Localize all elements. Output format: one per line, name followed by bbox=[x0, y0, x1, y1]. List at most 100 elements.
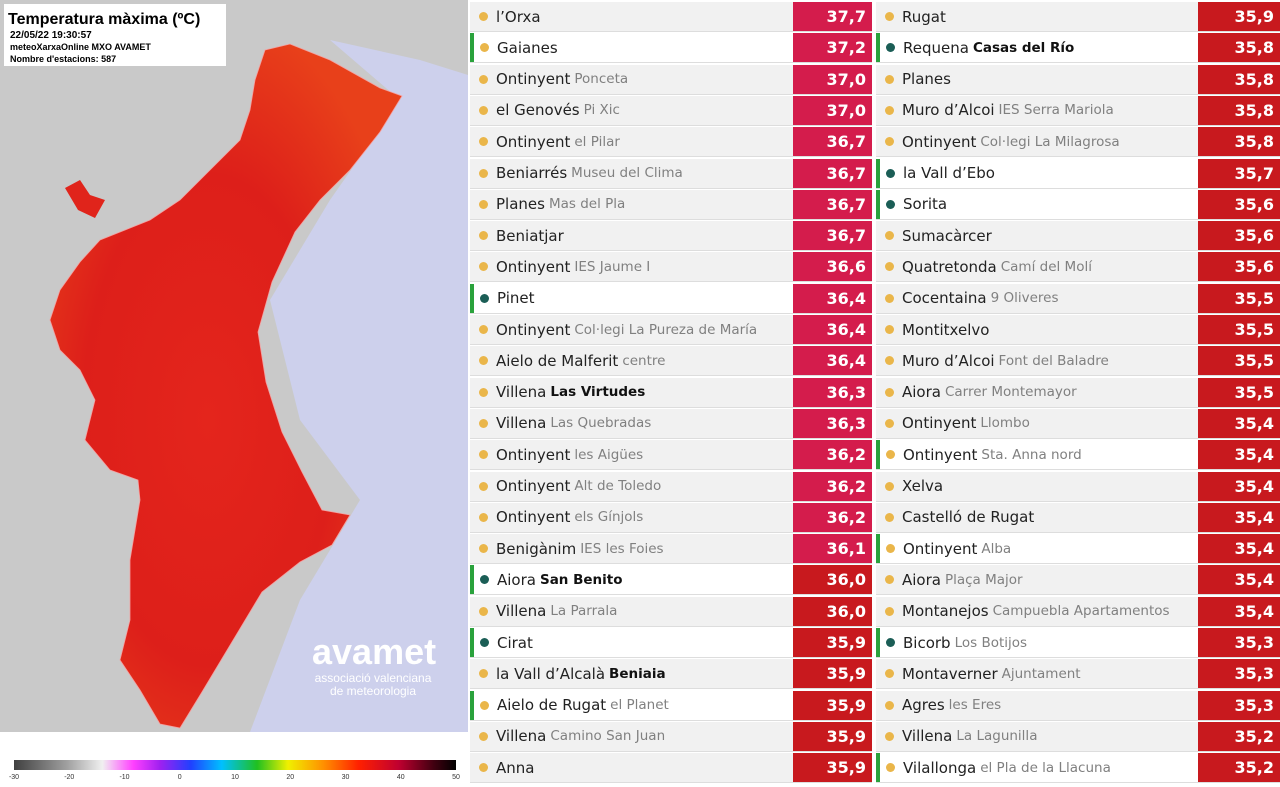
station-dot bbox=[479, 606, 488, 616]
station-name: Montitxelvo bbox=[902, 320, 990, 339]
station-row: Villena Las Virtudes 36,3 bbox=[470, 377, 872, 408]
station-dot bbox=[479, 544, 488, 554]
colorbar-tick-label: 40 bbox=[397, 774, 405, 781]
station-name: Beniatjar bbox=[496, 226, 564, 245]
station-row: Sorita 35,6 bbox=[876, 189, 1280, 220]
map-panel: Temperatura màxima (ºC) 22/05/22 19:30:5… bbox=[0, 0, 468, 787]
colorbar bbox=[14, 760, 456, 770]
station-cell: Rugat bbox=[876, 2, 1198, 31]
station-cell: Cirat bbox=[470, 628, 793, 657]
colorbar-tick-label: -10 bbox=[119, 774, 129, 781]
temperature-value: 35,3 bbox=[1198, 628, 1280, 657]
map-source: meteoXarxaOnline MXO AVAMET bbox=[10, 42, 151, 52]
temperature-value: 35,9 bbox=[793, 690, 872, 720]
station-row: Villena Las Quebradas 36,3 bbox=[470, 408, 872, 439]
station-detail: IES Jaume I bbox=[574, 258, 651, 275]
station-detail: Carrer Montemayor bbox=[944, 384, 1077, 401]
station-name: Xelva bbox=[902, 477, 944, 495]
station-detail: el Pla de la Llacuna bbox=[980, 759, 1111, 776]
station-detail: Sta. Anna nord bbox=[981, 446, 1082, 463]
temperature-value: 37,0 bbox=[793, 64, 872, 94]
station-cell: Beniarrés Museu del Clima bbox=[470, 158, 793, 188]
temperature-value: 37,0 bbox=[793, 95, 872, 125]
station-row: Aiora San Benito 36,0 bbox=[470, 565, 872, 596]
station-detail: Ponceta bbox=[574, 71, 629, 88]
colorbar-tick-label: 20 bbox=[286, 774, 294, 781]
station-dot bbox=[886, 638, 895, 647]
station-detail: Mas del Pla bbox=[548, 196, 626, 213]
station-row: Montaverner Ajuntament 35,3 bbox=[876, 659, 1280, 690]
station-cell: Agres les Eres bbox=[876, 690, 1198, 720]
temperature-value: 36,4 bbox=[793, 283, 872, 313]
temperature-value: 36,0 bbox=[793, 565, 872, 595]
temperature-value: 36,6 bbox=[793, 252, 872, 282]
temperature-value: 35,4 bbox=[1198, 596, 1280, 626]
temperature-value: 35,6 bbox=[1198, 189, 1280, 219]
logo-line2: de meteorologia bbox=[330, 684, 416, 698]
station-detail: IES les Foies bbox=[580, 540, 664, 557]
station-row: Ontinyent Alt de Toledo 36,2 bbox=[470, 471, 872, 502]
station-name: Montaverner bbox=[902, 664, 998, 683]
station-row: Xelva 35,4 bbox=[876, 471, 1280, 502]
station-cell: Requena Casas del Río bbox=[876, 33, 1198, 63]
station-row: Villena Camino San Juan 35,9 bbox=[470, 721, 872, 752]
temperature-value: 35,9 bbox=[793, 659, 872, 689]
temperature-value: 35,6 bbox=[1198, 252, 1280, 282]
station-dot bbox=[886, 544, 895, 554]
station-cell: Montanejos Campuebla Apartamentos bbox=[876, 596, 1198, 626]
station-detail: Font del Baladre bbox=[998, 352, 1109, 369]
temperature-value: 35,4 bbox=[1198, 502, 1280, 532]
temperature-value: 36,7 bbox=[793, 158, 872, 188]
station-cell: Aiora Carrer Montemayor bbox=[876, 377, 1198, 407]
station-row: Beniarrés Museu del Clima 36,7 bbox=[470, 158, 872, 189]
station-cell: Muro d’Alcoi Font del Baladre bbox=[876, 346, 1198, 376]
station-dot bbox=[479, 356, 488, 366]
station-name: la Vall d’Alcalà bbox=[496, 664, 606, 683]
station-dot bbox=[885, 418, 894, 428]
station-row: Rugat 35,9 bbox=[876, 2, 1280, 32]
station-row: Ontinyent els Gínjols 36,2 bbox=[470, 502, 872, 533]
station-row: el Genovés Pi Xic 37,0 bbox=[470, 95, 872, 126]
temperature-value: 35,4 bbox=[1198, 440, 1280, 470]
station-dot bbox=[479, 418, 488, 428]
station-dot bbox=[480, 293, 489, 303]
station-dot bbox=[885, 606, 894, 616]
station-cell: Ontinyent Col·legi La Milagrosa bbox=[876, 127, 1198, 157]
enclave-map bbox=[65, 180, 105, 218]
temperature-value: 36,3 bbox=[793, 408, 872, 438]
station-dot bbox=[479, 12, 488, 21]
temperature-value: 35,9 bbox=[793, 721, 872, 751]
station-row: Ontinyent IES Jaume I 36,6 bbox=[470, 252, 872, 283]
station-name: Villena bbox=[496, 602, 547, 621]
station-name: el Genovés bbox=[496, 101, 580, 120]
station-cell: Montaverner Ajuntament bbox=[876, 659, 1198, 689]
station-cell: Ontinyent les Aigües bbox=[470, 440, 793, 470]
station-detail: Camí del Molí bbox=[1000, 258, 1092, 275]
station-name: Vilallonga bbox=[903, 758, 977, 777]
station-dot bbox=[885, 74, 894, 84]
logo-line1: associació valenciana bbox=[315, 671, 432, 685]
temperature-value: 35,7 bbox=[1198, 158, 1280, 188]
station-name: Ontinyent bbox=[496, 257, 571, 276]
station-dot bbox=[886, 763, 895, 773]
temperature-value: 35,4 bbox=[1198, 534, 1280, 564]
temperature-value: 35,3 bbox=[1198, 690, 1280, 720]
station-name: Aielo de Rugat bbox=[497, 696, 607, 715]
station-dot bbox=[885, 325, 894, 334]
station-detail: les Aigües bbox=[574, 446, 644, 463]
map-stations: Nombre d'estacions: 587 bbox=[10, 54, 116, 64]
station-dot bbox=[480, 575, 489, 585]
station-cell: Ontinyent Ponceta bbox=[470, 64, 793, 94]
station-name: Villena bbox=[902, 727, 953, 746]
station-row: l’Orxa 37,7 bbox=[470, 2, 872, 32]
station-cell: Anna bbox=[470, 753, 793, 783]
temperature-value: 35,9 bbox=[793, 753, 872, 783]
station-name: Agres bbox=[902, 696, 945, 715]
colorbar-tick-label: 50 bbox=[452, 774, 460, 781]
station-name: Ontinyent bbox=[496, 70, 571, 89]
station-dot bbox=[479, 74, 488, 84]
station-dot bbox=[479, 731, 488, 741]
station-cell: Benigànim IES les Foies bbox=[470, 534, 793, 564]
station-row: Ontinyent Ponceta 37,0 bbox=[470, 64, 872, 95]
station-row: Castelló de Rugat 35,4 bbox=[876, 502, 1280, 533]
